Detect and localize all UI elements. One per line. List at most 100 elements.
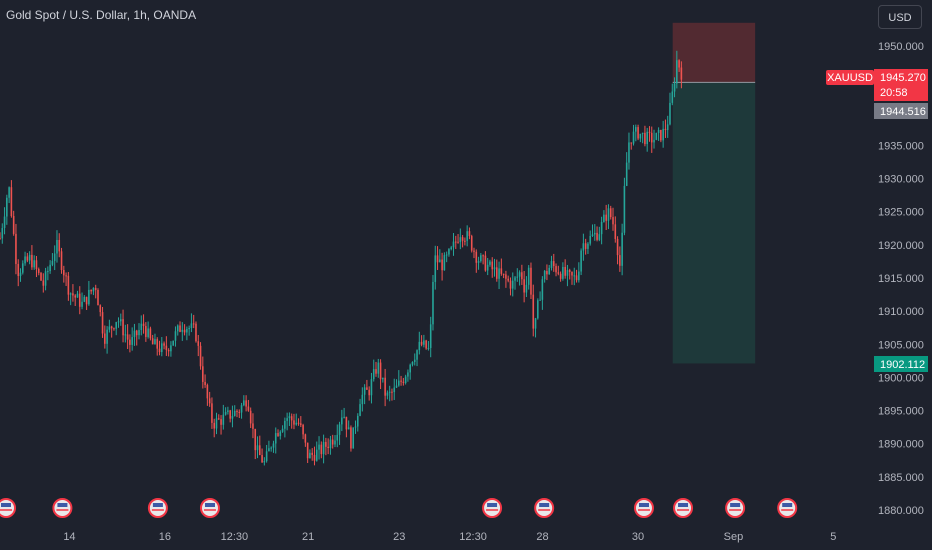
candle-body [403,382,405,383]
chart-title: Gold Spot / U.S. Dollar, 1h, OANDA [6,8,196,22]
candle-body [115,322,117,329]
currency-button[interactable]: USD [878,5,922,29]
candle-body [635,127,637,132]
us-flag-icon[interactable] [201,499,219,517]
candle-body [127,334,129,339]
candle-body [170,345,172,351]
candle-body [270,448,272,449]
candle-body [587,244,589,249]
candle-body [528,268,530,285]
candle-body [257,445,259,450]
candle-body [143,324,145,326]
us-flag-icon[interactable] [0,499,15,517]
flag-canton [153,503,163,507]
take-profit-zone[interactable] [673,82,755,363]
candle-body [150,328,152,338]
candle-body [544,271,546,279]
candle-body [227,410,229,412]
candle-body [236,411,238,412]
candle-body [209,398,211,403]
x-tick-label: 16 [159,531,171,543]
candle-body [220,419,222,425]
candle-body [104,334,106,344]
candle-body [268,448,270,451]
candle-body [642,133,644,134]
candle-body [460,237,462,242]
candle-body [355,427,357,428]
us-flag-icon[interactable] [535,499,553,517]
candle-body [280,432,282,436]
us-flag-icon[interactable] [635,499,653,517]
candle-body [653,140,655,143]
candle-body [63,270,65,275]
candle-body [348,427,350,429]
candle-body [585,243,587,249]
candle-body [327,447,329,448]
candle-body [36,260,38,269]
candle-body [31,255,33,267]
candle-body [530,268,532,295]
us-flag-icon[interactable] [726,499,744,517]
candle-body [434,255,436,282]
us-flag-icon[interactable] [483,499,501,517]
us-flag-icon[interactable] [674,499,692,517]
candle-body [521,272,523,279]
candle-body [405,377,407,383]
candle-body [81,302,83,307]
candle-body [414,360,416,362]
candle-body [65,275,67,276]
candle-body [145,326,147,337]
candle-body [38,269,40,273]
candle-body [241,405,243,412]
candle-body [364,387,366,394]
candle-body [589,236,591,244]
candle-body [323,442,325,454]
candle-body [334,441,336,445]
candle-body [175,331,177,340]
flag-canton [1,503,11,507]
candle-body [494,267,496,269]
candle-body [254,429,256,450]
candle-body [469,231,471,236]
candle-body [651,133,653,143]
candle-body [15,234,17,264]
candle-body [681,68,683,80]
candle-body [6,198,8,217]
y-tick-label: 1910.000 [878,306,924,318]
candle-body [197,341,199,346]
candle-body [248,407,250,411]
us-flag-icon[interactable] [149,499,167,517]
candle-body [649,132,651,133]
flag-canton [57,503,67,507]
candle-body [106,330,108,344]
candle-body [432,282,434,324]
candle-body [188,328,190,329]
candle-body [314,455,316,461]
candle-body [140,324,142,330]
candle-body [407,372,409,376]
candle-body [191,323,193,328]
stop-loss-zone[interactable] [673,23,755,83]
y-tick-label: 1950.000 [878,41,924,53]
candle-body [514,277,516,280]
candle-body [496,267,498,278]
candle-body [503,274,505,275]
candle-body [8,187,10,198]
candle-body [671,92,673,103]
candle-body [466,231,468,241]
flag-canton [639,503,649,507]
us-flag-icon[interactable] [53,499,71,517]
y-tick-label: 1885.000 [878,472,924,484]
candle-body [147,328,149,336]
x-tick-label: 23 [393,531,405,543]
candle-body [357,416,359,427]
candle-body [362,395,364,404]
candle-body [179,325,181,331]
candle-body [594,233,596,235]
symbol-label: XAUUSD [827,72,873,84]
us-flag-icon[interactable] [778,499,796,517]
candle-body [309,453,311,458]
candle-body [630,142,632,143]
candle-body [551,261,553,268]
